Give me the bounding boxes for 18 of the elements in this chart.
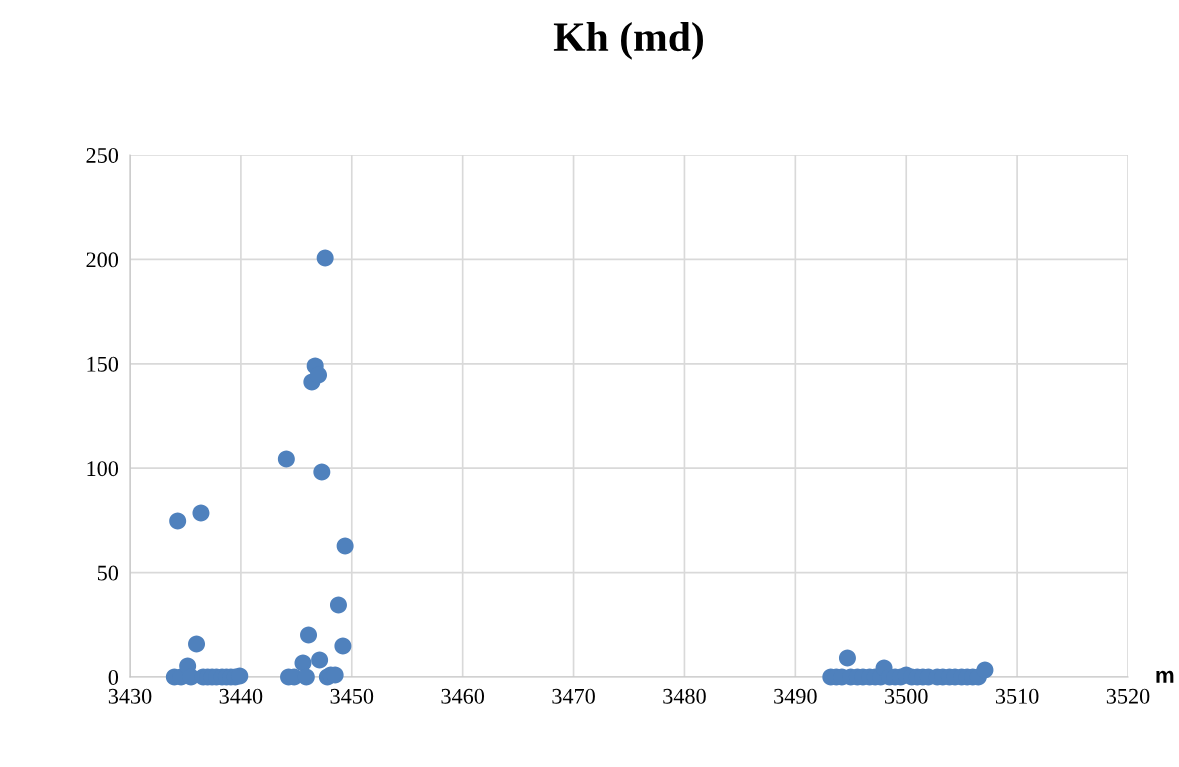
y-tick-label: 150 bbox=[87, 356, 119, 372]
x-tick-label: 3460 bbox=[441, 688, 485, 704]
x-tick-label: 3470 bbox=[552, 688, 595, 704]
y-tick-label: 100 bbox=[87, 461, 119, 477]
x-tick-label: 3440 bbox=[219, 688, 263, 704]
y-tick-label: 50 bbox=[97, 565, 119, 581]
x-tick-label: 3520 bbox=[1106, 688, 1150, 704]
x-tick-label: 3430 bbox=[108, 688, 152, 704]
x-tick-label: 3450 bbox=[330, 688, 374, 704]
x-tick-label: 3500 bbox=[885, 688, 928, 704]
y-tick-label: 0 bbox=[108, 669, 119, 685]
x-tick-label: 3510 bbox=[995, 688, 1039, 704]
x-tick-label: 3490 bbox=[774, 688, 817, 704]
x-tick-label: 3480 bbox=[663, 688, 706, 704]
x-axis-title: m bbox=[1156, 670, 1174, 683]
y-tick-label: 200 bbox=[86, 252, 119, 268]
y-tick-label: 250 bbox=[86, 147, 119, 163]
chart-title: Kh (md) bbox=[553, 21, 703, 60]
